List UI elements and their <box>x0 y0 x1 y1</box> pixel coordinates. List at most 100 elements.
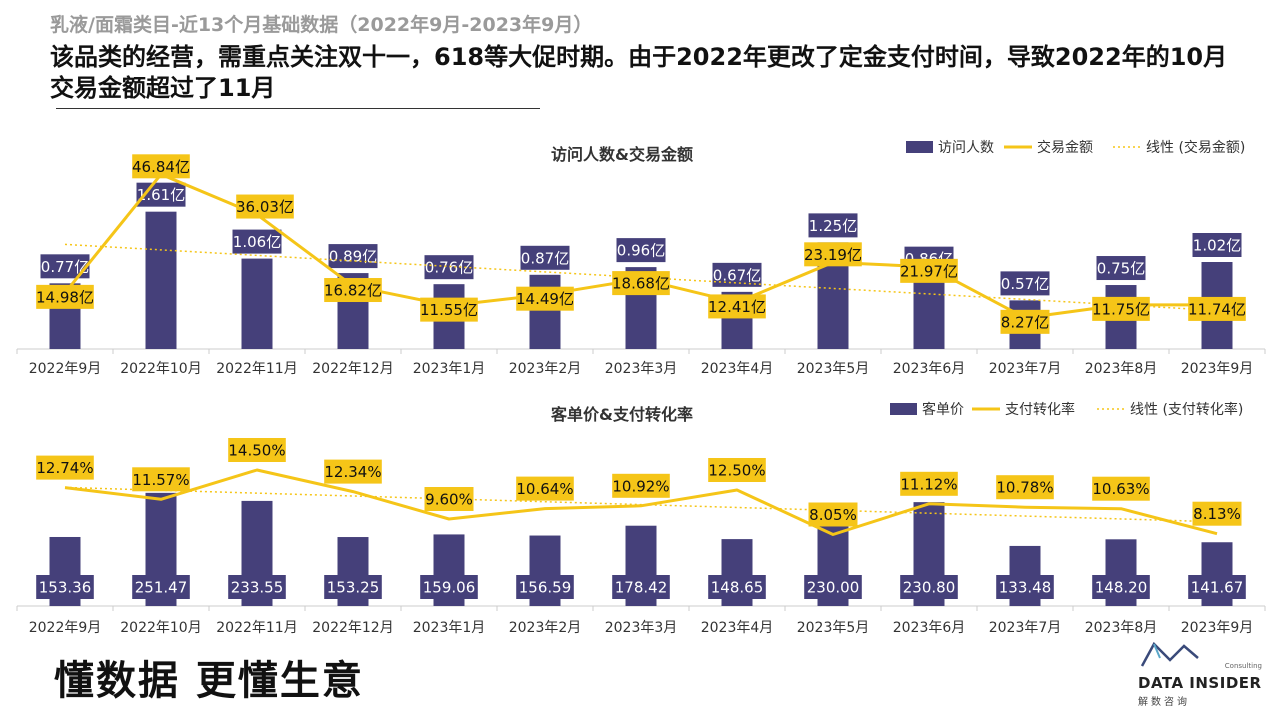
bar-visits <box>241 258 273 349</box>
x-tick-label-visits: 2023年6月 <box>893 361 966 377</box>
x-tick-label-price: 2023年6月 <box>893 620 966 636</box>
legend-label-bar-price: 客单价 <box>922 401 964 418</box>
line-label-price: 10.92% <box>612 477 669 495</box>
bar-label-price-box <box>804 575 862 599</box>
bar-label-price-box <box>708 575 766 599</box>
bar-visits <box>529 274 561 349</box>
bar-label-visits: 1.02亿 <box>1193 237 1241 255</box>
bar-label-price: 153.36 <box>39 579 92 597</box>
line-label-price-box <box>708 458 766 482</box>
bar-label-visits: 1.25亿 <box>809 217 857 235</box>
bar-label-visits: 0.96亿 <box>617 242 665 260</box>
line-label-price-box <box>228 438 286 462</box>
line-label-price: 12.34% <box>324 463 381 481</box>
line-label-visits-box <box>612 271 670 296</box>
line-label-visits-box <box>236 194 294 219</box>
legend-label-bar-visits: 访问人数 <box>938 140 994 156</box>
x-tick-label-price: 2022年12月 <box>312 620 393 636</box>
line-label-visits: 23.19亿 <box>804 246 862 264</box>
line-label-price-box <box>1192 501 1242 526</box>
line-label-visits-box <box>36 284 94 309</box>
chart-title-visits: 访问人数&交易金额 <box>551 145 693 164</box>
line-label-price: 9.60% <box>425 491 473 509</box>
x-tick-label-visits: 2022年12月 <box>312 361 393 377</box>
slogan: 懂数据 更懂生意 <box>54 658 364 704</box>
logo-mark-icon <box>1140 641 1199 667</box>
line-label-visits: 21.97亿 <box>900 262 958 280</box>
line-label-visits: 36.03亿 <box>236 198 294 216</box>
bar-label-price: 233.55 <box>231 579 284 597</box>
bar-label-visits: 0.77亿 <box>41 258 89 276</box>
line-label-price: 10.64% <box>516 480 573 498</box>
line-label-price: 10.78% <box>996 479 1053 497</box>
x-tick-label-visits: 2022年10月 <box>120 361 201 377</box>
x-tick-label-price: 2023年2月 <box>509 620 582 636</box>
line-label-visits-box <box>804 242 862 267</box>
x-tick-label-visits: 2023年8月 <box>1085 361 1158 377</box>
line-label-visits-box <box>324 278 382 303</box>
x-tick-label-visits: 2023年7月 <box>989 361 1062 377</box>
bar-label-price-box <box>36 575 94 599</box>
bar-label-price-box <box>1188 575 1246 599</box>
bar-label-price-box <box>420 575 478 599</box>
line-label-visits: 14.98亿 <box>36 288 94 306</box>
bar-label-price: 230.80 <box>903 579 956 597</box>
x-tick-label-price: 2023年3月 <box>605 620 678 636</box>
bar-label-price: 178.42 <box>615 579 668 597</box>
line-label-price-box <box>132 467 190 492</box>
bar-label-visits-box <box>808 213 858 238</box>
x-tick-label-visits: 2023年5月 <box>797 361 870 377</box>
bar-label-visits-box <box>232 229 282 254</box>
line-label-price-box <box>996 475 1054 500</box>
line-label-visits-box <box>1000 309 1050 334</box>
x-tick-label-visits: 2023年3月 <box>605 361 678 377</box>
logo-cn: 解数咨询 <box>1138 697 1190 708</box>
bar-label-price-box <box>996 575 1054 599</box>
bar-label-price-box <box>516 575 574 599</box>
bar-label-price: 141.67 <box>1191 579 1244 597</box>
line-label-visits-box <box>900 258 958 283</box>
bar-label-price: 230.00 <box>807 579 860 597</box>
line-label-price: 10.63% <box>1092 480 1149 498</box>
headline-underline <box>56 108 540 109</box>
line-label-price: 8.05% <box>809 506 857 524</box>
bar-label-price: 153.25 <box>327 579 380 597</box>
bar-label-price: 156.59 <box>519 579 572 597</box>
trendline-price <box>64 486 1218 523</box>
bar-label-price-box <box>324 575 382 599</box>
x-tick-label-visits: 2022年9月 <box>29 361 102 377</box>
line-label-price-box <box>808 502 858 527</box>
bar-label-price: 148.65 <box>711 579 764 597</box>
x-tick-label-visits: 2023年1月 <box>413 361 486 377</box>
line-label-visits: 11.55亿 <box>420 301 478 319</box>
bar-label-price: 148.20 <box>1095 579 1148 597</box>
bar-label-visits: 0.89亿 <box>329 248 377 266</box>
x-tick-label-price: 2023年4月 <box>701 620 774 636</box>
line-label-price: 12.50% <box>708 462 765 480</box>
line-label-price-box <box>1092 476 1150 501</box>
bar-label-price-box <box>1092 575 1150 599</box>
bar-label-price: 159.06 <box>423 579 476 597</box>
logo-consulting: Consulting <box>1224 662 1262 670</box>
line-label-visits-box <box>708 294 766 319</box>
line-label-visits-box <box>1092 296 1150 321</box>
line-label-price-box <box>516 476 574 501</box>
x-tick-label-price: 2023年5月 <box>797 620 870 636</box>
legend-swatch-bar-price <box>890 403 917 415</box>
bar-label-price-box <box>612 575 670 599</box>
page-headline: 该品类的经营，需重点关注双十一，618等大促时期。由于2022年更改了定金支付时… <box>50 43 1228 102</box>
bar-label-visits: 0.76亿 <box>425 259 473 277</box>
line-label-price-box <box>424 487 474 511</box>
legend-label-trend-visits: 线性 (交易金额) <box>1146 139 1245 156</box>
legend-swatch-bar-visits <box>906 141 933 153</box>
x-tick-label-visits: 2022年11月 <box>216 361 297 377</box>
line-label-visits-box <box>1188 296 1246 321</box>
legend-label-line-price: 支付转化率 <box>1005 401 1075 418</box>
line-label-visits: 11.74亿 <box>1188 300 1246 318</box>
line-price <box>64 468 1218 536</box>
bar-label-visits: 0.87亿 <box>521 249 569 267</box>
line-label-price: 11.12% <box>900 475 957 493</box>
bar-label-price: 251.47 <box>135 579 188 597</box>
line-label-price-box <box>324 459 382 484</box>
legend-label-line-visits: 交易金额 <box>1037 139 1093 156</box>
